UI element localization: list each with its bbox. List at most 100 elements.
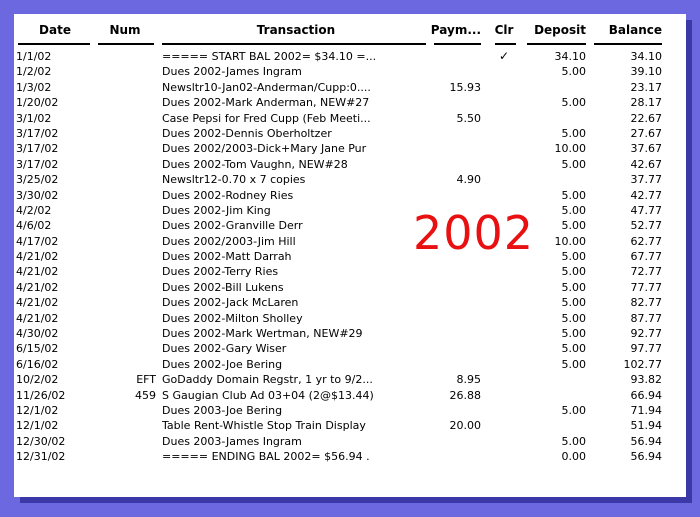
cell-transaction[interactable]: Dues 2002-Terry Ries xyxy=(162,265,279,279)
cell-balance[interactable]: 47.77 xyxy=(630,203,663,217)
cell-deposit[interactable]: 5.00 xyxy=(561,403,587,417)
cell-deposit[interactable]: 5.00 xyxy=(561,342,587,356)
cell-transaction[interactable]: Dues 2002-Dennis Oberholtzer xyxy=(162,126,332,140)
cell-transaction[interactable]: Case Pepsi for Fred Cupp (Feb Meeti... xyxy=(162,111,371,125)
table-row[interactable]: 1/20/02 Dues 2002-Mark Anderman, NEW#27 5.… xyxy=(14,95,686,110)
cell-deposit[interactable]: 5.00 xyxy=(561,188,587,202)
table-row[interactable]: 4/6/02 Dues 2002-Granville Derr 5.00 52.77 xyxy=(14,218,686,233)
cell-transaction[interactable]: Dues 2002-Bill Lukens xyxy=(162,280,284,294)
cell-balance[interactable]: 23.17 xyxy=(630,80,663,94)
cell-date[interactable]: 11/26/02 xyxy=(16,388,66,402)
cell-transaction[interactable]: Newsltr12-0.70 x 7 copies xyxy=(162,173,306,187)
table-row[interactable]: 4/21/02 Dues 2002-Bill Lukens 5.00 77.77 xyxy=(14,280,686,295)
cell-deposit[interactable]: 10.00 xyxy=(554,234,587,248)
cell-date[interactable]: 12/1/02 xyxy=(16,403,59,417)
cell-balance[interactable]: 97.77 xyxy=(630,342,663,356)
cell-balance[interactable]: 39.10 xyxy=(630,65,663,79)
cell-transaction[interactable]: Dues 2002-Mark Anderman, NEW#27 xyxy=(162,96,370,110)
table-row[interactable]: 4/21/02 Dues 2002-Jack McLaren 5.00 82.77 xyxy=(14,295,686,310)
table-row[interactable]: 3/17/02 Dues 2002/2003-Dick+Mary Jane Pur… xyxy=(14,141,686,156)
table-row[interactable]: 1/1/02 ===== START BAL 2002= $34.10 =... ✓… xyxy=(14,49,686,64)
table-row[interactable]: 4/30/02 Dues 2002-Mark Wertman, NEW#29 5.0… xyxy=(14,326,686,341)
cell-balance[interactable]: 52.77 xyxy=(630,219,663,233)
table-row[interactable]: 4/21/02 Dues 2002-Milton Sholley 5.00 87.77 xyxy=(14,311,686,326)
cell-transaction[interactable]: Dues 2002-Tom Vaughn, NEW#28 xyxy=(162,157,348,171)
cell-balance[interactable]: 22.67 xyxy=(630,111,663,125)
cell-payment[interactable]: 5.50 xyxy=(456,111,482,125)
table-row[interactable]: 6/15/02 Dues 2002-Gary Wiser 5.00 97.77 xyxy=(14,341,686,356)
cell-deposit[interactable]: 5.00 xyxy=(561,65,587,79)
table-row[interactable]: 3/17/02 Dues 2002-Dennis Oberholtzer 5.00 2… xyxy=(14,126,686,141)
cell-transaction[interactable]: Dues 2002-Jim King xyxy=(162,203,271,217)
cell-transaction[interactable]: Dues 2003-Joe Bering xyxy=(162,403,283,417)
cell-balance[interactable]: 71.94 xyxy=(630,403,663,417)
cell-date[interactable]: 1/2/02 xyxy=(16,65,52,79)
cell-date[interactable]: 1/1/02 xyxy=(16,50,52,63)
cell-date[interactable]: 4/21/02 xyxy=(16,280,59,294)
table-row[interactable]: 11/26/02 459 S Gaugian Club Ad 03+04 (2@$1… xyxy=(14,388,686,403)
cell-deposit[interactable]: 5.00 xyxy=(561,311,587,325)
cell-deposit[interactable]: 10.00 xyxy=(554,142,587,156)
table-row[interactable]: 12/1/02 Table Rent-Whistle Stop Train Dis… xyxy=(14,418,686,433)
table-row[interactable]: 1/2/02 Dues 2002-James Ingram 5.00 39.10 xyxy=(14,64,686,79)
cell-transaction[interactable]: Dues 2002/2003-Jim Hill xyxy=(162,234,296,248)
cell-transaction[interactable]: Dues 2003-James Ingram xyxy=(162,434,302,448)
cell-num[interactable]: 459 xyxy=(135,388,156,402)
cell-balance[interactable]: 66.94 xyxy=(630,388,663,402)
cell-date[interactable]: 6/16/02 xyxy=(16,357,59,371)
cell-balance[interactable]: 87.77 xyxy=(630,311,663,325)
cell-deposit[interactable]: 5.00 xyxy=(561,327,587,341)
cell-balance[interactable]: 93.82 xyxy=(630,373,663,387)
table-row[interactable]: 3/17/02 Dues 2002-Tom Vaughn, NEW#28 5.00 4… xyxy=(14,157,686,172)
cell-deposit[interactable]: 5.00 xyxy=(561,357,587,371)
table-row[interactable]: 1/3/02 Newsltr10-Jan02-Anderman/Cupp:0...… xyxy=(14,80,686,95)
cell-balance[interactable]: 67.77 xyxy=(630,250,663,264)
cell-deposit[interactable]: 5.00 xyxy=(561,219,587,233)
cell-date[interactable]: 3/25/02 xyxy=(16,173,59,187)
cell-date[interactable]: 4/21/02 xyxy=(16,296,59,310)
cell-date[interactable]: 3/17/02 xyxy=(16,142,59,156)
cell-date[interactable]: 4/17/02 xyxy=(16,234,59,248)
cell-deposit[interactable]: 5.00 xyxy=(561,250,587,264)
cell-date[interactable]: 1/20/02 xyxy=(16,96,59,110)
table-row[interactable]: 12/1/02 Dues 2003-Joe Bering 5.00 71.94 xyxy=(14,403,686,418)
cell-payment[interactable]: 4.90 xyxy=(456,173,482,187)
table-row[interactable]: 12/31/02 ===== ENDING BAL 2002= $56.94 . 0… xyxy=(14,449,686,464)
cell-deposit[interactable]: 5.00 xyxy=(561,203,587,217)
cell-balance[interactable]: 82.77 xyxy=(630,296,663,310)
cell-date[interactable]: 4/30/02 xyxy=(16,327,59,341)
cell-deposit[interactable]: 5.00 xyxy=(561,126,587,140)
cell-balance[interactable]: 77.77 xyxy=(630,280,663,294)
cell-balance[interactable]: 37.67 xyxy=(630,142,663,156)
cell-date[interactable]: 4/21/02 xyxy=(16,250,59,264)
cell-balance[interactable]: 56.94 xyxy=(630,450,663,464)
table-row[interactable]: 6/16/02 Dues 2002-Joe Bering 5.00 102.77 xyxy=(14,357,686,372)
cell-transaction[interactable]: Dues 2002-Milton Sholley xyxy=(162,311,303,325)
cell-payment[interactable]: 20.00 xyxy=(449,419,482,433)
cell-date[interactable]: 3/17/02 xyxy=(16,126,59,140)
cell-balance[interactable]: 92.77 xyxy=(630,327,663,341)
cell-num[interactable]: EFT xyxy=(136,373,156,387)
cell-transaction[interactable]: Dues 2002-Gary Wiser xyxy=(162,342,287,356)
cell-balance[interactable]: 28.17 xyxy=(630,96,663,110)
cell-balance[interactable]: 56.94 xyxy=(630,434,663,448)
cell-transaction[interactable]: Table Rent-Whistle Stop Train Display xyxy=(162,419,366,433)
cell-date[interactable]: 4/21/02 xyxy=(16,311,59,325)
cell-transaction[interactable]: Dues 2002/2003-Dick+Mary Jane Pur xyxy=(162,142,367,156)
cell-transaction[interactable]: Dues 2002-Mark Wertman, NEW#29 xyxy=(162,327,363,341)
cell-balance[interactable]: 102.77 xyxy=(623,357,663,371)
table-row[interactable]: 4/17/02 Dues 2002/2003-Jim Hill 10.00 62.77 xyxy=(14,234,686,249)
cell-payment[interactable]: 26.88 xyxy=(449,388,482,402)
cell-date[interactable]: 12/30/02 xyxy=(16,434,66,448)
table-row[interactable]: 3/1/02 Case Pepsi for Fred Cupp (Feb Meet… xyxy=(14,111,686,126)
cell-transaction[interactable]: ===== ENDING BAL 2002= $56.94 . xyxy=(162,450,370,464)
cell-clr[interactable]: ✓ xyxy=(498,49,510,63)
cell-transaction[interactable]: S Gaugian Club Ad 03+04 (2@$13.44) xyxy=(162,388,374,402)
cell-balance[interactable]: 51.94 xyxy=(630,419,663,433)
table-row[interactable]: 12/30/02 Dues 2003-James Ingram 5.00 56.94 xyxy=(14,434,686,449)
cell-transaction[interactable]: Dues 2002-Granville Derr xyxy=(162,219,303,233)
cell-deposit[interactable]: 0.00 xyxy=(561,450,587,464)
cell-deposit[interactable]: 34.10 xyxy=(554,50,587,63)
cell-balance[interactable]: 72.77 xyxy=(630,265,663,279)
cell-date[interactable]: 3/30/02 xyxy=(16,188,59,202)
